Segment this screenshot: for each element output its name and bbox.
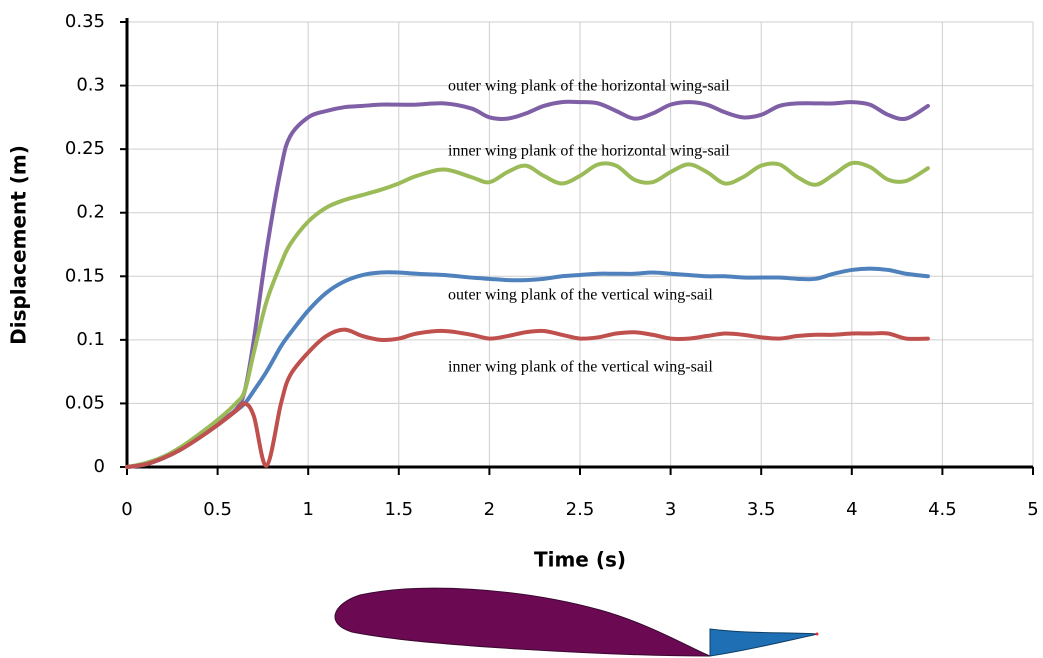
x-tick-label: 2: [484, 499, 495, 520]
y-tick-label: 0.05: [65, 392, 105, 413]
x-tick-label: 4.5: [928, 499, 957, 520]
series-label: inner wing plank of the horizontal wing-…: [448, 143, 730, 160]
x-tick-label: 3: [665, 499, 676, 520]
y-tick-label: 0.35: [65, 11, 105, 32]
series-label: outer wing plank of the horizontal wing-…: [448, 78, 730, 95]
series-line: [125, 266, 930, 469]
y-tick-label: 0: [94, 456, 105, 477]
x-tick-label: 1.5: [384, 499, 413, 520]
airfoil: [334, 587, 819, 657]
y-tick-label: 0.25: [65, 138, 105, 159]
series-label: inner wing plank of the vertical wing-sa…: [448, 359, 713, 376]
x-tick-label: 0: [121, 499, 132, 520]
y-tick-label: 0.1: [76, 329, 105, 350]
x-tick-label: 1: [302, 499, 313, 520]
x-tick-label: 4: [846, 499, 857, 520]
y-tick-label: 0.2: [76, 202, 105, 223]
series-label: outer wing plank of the vertical wing-sa…: [448, 287, 713, 304]
wing-plank-rear: [709, 628, 819, 657]
x-tick-label: 3.5: [747, 499, 776, 520]
series-line: [125, 327, 930, 469]
trailing-edge: [815, 632, 819, 636]
x-tick-label: 2.5: [566, 499, 595, 520]
wing-plank-front: [334, 587, 711, 657]
y-tick-label: 0.3: [76, 75, 105, 96]
x-tick-label: 5: [1027, 499, 1038, 520]
x-tick-label: 0.5: [203, 499, 232, 520]
y-tick-label: 0.15: [65, 265, 105, 286]
series-line: [125, 160, 930, 469]
x-axis-title: Time (s): [534, 548, 626, 572]
y-axis-title: Displacement (m): [7, 145, 31, 345]
